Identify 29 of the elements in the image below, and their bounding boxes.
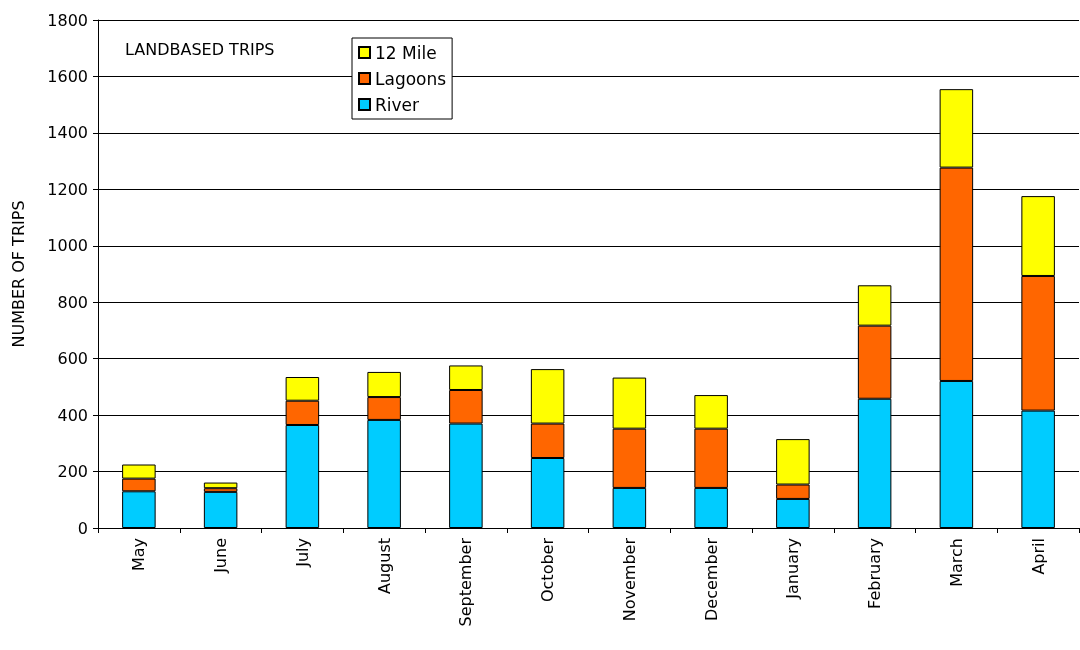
- x-tick-label: February: [865, 538, 885, 609]
- y-tick-label: 1400: [47, 123, 88, 143]
- x-tick-label: August: [374, 538, 394, 594]
- legend-label: River: [375, 94, 420, 115]
- x-tick-label: January: [783, 538, 803, 600]
- bar: [203, 482, 238, 489]
- x-tick-label: March: [946, 538, 966, 587]
- y-tick-label: 0: [77, 518, 88, 538]
- y-tick-label: 1800: [47, 10, 88, 30]
- x-tick-label: July: [292, 538, 312, 568]
- x-tick-label: September: [456, 537, 476, 627]
- y-tick-label: 800: [57, 292, 88, 312]
- y-tick-label: 1600: [47, 66, 88, 86]
- y-tick-label: 1200: [47, 179, 88, 199]
- x-tick-label: October: [538, 537, 558, 603]
- x-tick-label: April: [1028, 538, 1048, 575]
- y-tick-label: 600: [57, 349, 88, 369]
- y-tick-label: 1000: [47, 236, 88, 256]
- legend-label: Lagoons: [375, 68, 447, 89]
- x-tick-label: June: [211, 538, 231, 574]
- y-tick-label: 200: [57, 462, 88, 482]
- text: LANDBASED TRIPS: [125, 39, 275, 59]
- bar: [203, 491, 238, 528]
- x-tick-label: December: [701, 537, 721, 621]
- legend-label: 12 Mile: [375, 42, 437, 63]
- x-tick-label: November: [619, 537, 639, 622]
- x-tick-label: May: [129, 538, 149, 572]
- y-axis-title: NUMBER OF TRIPS: [8, 200, 28, 348]
- y-tick-label: 400: [57, 405, 88, 425]
